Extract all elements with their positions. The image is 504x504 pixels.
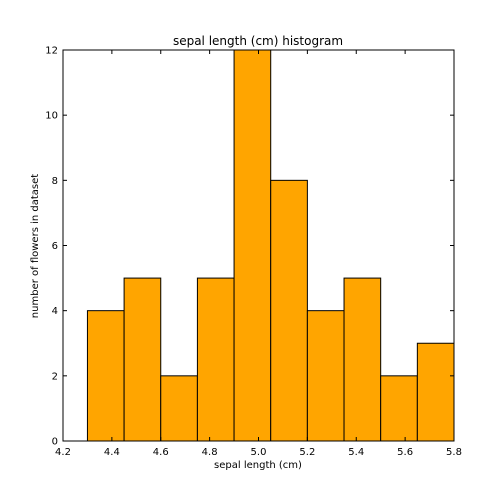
histogram-bar [160,375,198,442]
histogram-bar [306,310,345,442]
y-axis-label: number of flowers in dataset [30,174,41,318]
histogram-bar [416,342,455,442]
x-tick-label: 4.6 [153,447,169,458]
x-tick-label: 5.2 [299,447,315,458]
y-tick-label: 2 [52,371,58,382]
x-axis-label: sepal length (cm) [214,460,302,471]
plot-frame [62,49,455,442]
x-tick-label: 5.8 [446,447,462,458]
y-tick-label: 10 [45,111,58,122]
histogram-bar [123,277,162,442]
x-tick-label: 5.4 [348,447,364,458]
histogram-bar [196,277,235,442]
histogram-bar [86,310,125,442]
chart-title: sepal length (cm) histogram [173,34,343,48]
x-tick-label: 4.8 [202,447,218,458]
y-tick-label: 6 [52,241,58,252]
bars-group [86,49,455,442]
x-tick-label: 5.0 [251,447,267,458]
histogram-bar [380,375,418,442]
x-tick-label: 5.6 [397,447,413,458]
histogram-bar [270,179,308,442]
y-tick-label: 8 [52,176,58,187]
x-tick-label: 4.4 [104,447,120,458]
x-tick-label: 4.2 [55,447,71,458]
histogram-bar [233,49,272,442]
y-tick-label: 4 [52,306,58,317]
y-tick-label: 0 [52,437,58,448]
y-tick-label: 12 [45,46,58,57]
histogram-bar [343,277,382,442]
